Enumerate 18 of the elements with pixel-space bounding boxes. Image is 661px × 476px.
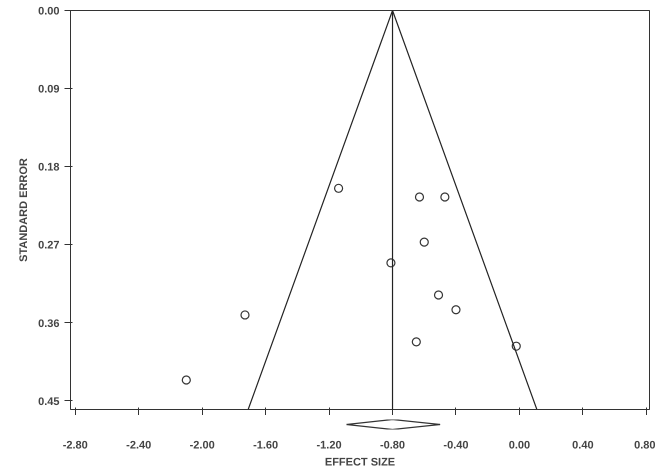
y-tick-label: 0.00 — [38, 6, 60, 18]
x-tick-label: -2.40 — [126, 440, 152, 452]
x-tick-label: -0.80 — [380, 440, 406, 452]
y-tick-label: 0.09 — [38, 84, 60, 96]
x-tick-label: -2.80 — [62, 440, 88, 452]
y-tick-label: 0.27 — [38, 240, 60, 252]
x-axis-title: EFFECT SIZE — [324, 456, 396, 468]
y-tick-label: 0.45 — [38, 396, 60, 408]
x-tick-label: 0.40 — [572, 440, 594, 452]
x-tick-label: -1.20 — [316, 440, 342, 452]
x-tick-label: -0.40 — [443, 440, 469, 452]
x-tick-label: -1.60 — [253, 440, 278, 452]
y-axis-title: STANDARD ERROR — [18, 158, 30, 262]
x-tick-label: -2.00 — [190, 440, 215, 452]
x-tick-label: 0.00 — [508, 440, 530, 452]
y-tick-label: 0.18 — [38, 162, 60, 174]
y-tick-label: 0.36 — [38, 318, 60, 330]
x-tick-label: 0.80 — [634, 440, 656, 452]
